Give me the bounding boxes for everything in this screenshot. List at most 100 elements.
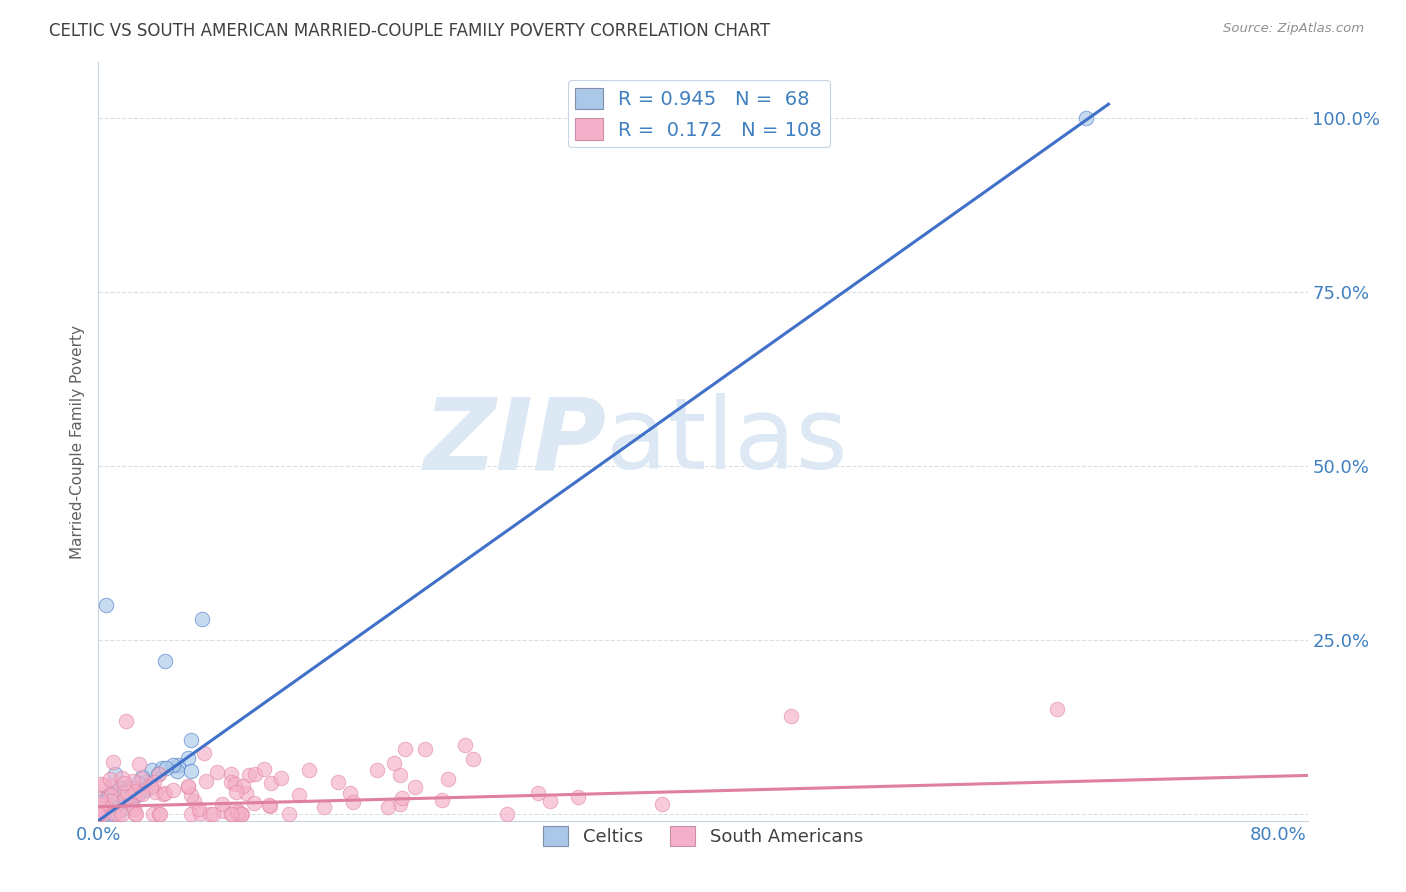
Point [118, 781, 141, 796]
Point [389, 768, 412, 782]
Point [121, 774, 143, 789]
Point [134, 783, 156, 797]
Point [180, 788, 202, 802]
Point [148, 767, 170, 781]
Point [107, 790, 129, 805]
Point [93, 793, 115, 807]
Point [366, 764, 388, 778]
Point [100, 794, 122, 808]
Point [142, 775, 165, 789]
Point [194, 774, 217, 789]
Point [91, 797, 114, 812]
Point [107, 806, 129, 821]
Point [166, 764, 188, 778]
Point [211, 797, 233, 811]
Point [139, 779, 162, 793]
Point [90, 802, 112, 816]
Point [112, 776, 135, 790]
Point [226, 805, 249, 819]
Point [103, 806, 125, 821]
Point [127, 788, 149, 802]
Point [188, 805, 211, 820]
Point [96, 804, 118, 818]
Point [117, 780, 139, 795]
Point [117, 785, 139, 799]
Point [101, 755, 124, 769]
Text: ZIP: ZIP [423, 393, 606, 490]
Point [253, 762, 276, 776]
Point [128, 756, 150, 771]
Point [201, 806, 224, 821]
Point [90, 776, 112, 790]
Point [108, 781, 131, 796]
Point [538, 794, 561, 808]
Point [454, 738, 477, 752]
Point [382, 756, 405, 771]
Point [377, 800, 399, 814]
Point [107, 796, 129, 810]
Point [180, 806, 202, 821]
Point [232, 779, 254, 793]
Point [152, 787, 174, 801]
Point [212, 804, 235, 818]
Point [260, 775, 283, 789]
Point [103, 786, 125, 800]
Point [124, 786, 146, 800]
Point [259, 799, 281, 814]
Point [153, 786, 176, 800]
Point [131, 770, 153, 784]
Point [100, 788, 122, 802]
Point [243, 796, 266, 810]
Text: CELTIC VS SOUTH AMERICAN MARRIED-COUPLE FAMILY POVERTY CORRELATION CHART: CELTIC VS SOUTH AMERICAN MARRIED-COUPLE … [49, 22, 770, 40]
Point [149, 806, 172, 821]
Point [93, 805, 115, 820]
Point [153, 654, 176, 668]
Point [180, 764, 202, 778]
Point [93, 806, 115, 821]
Point [394, 742, 416, 756]
Point [312, 799, 335, 814]
Point [257, 798, 280, 813]
Point [89, 806, 111, 821]
Point [177, 751, 200, 765]
Point [162, 782, 184, 797]
Point [231, 806, 253, 821]
Point [225, 785, 247, 799]
Point [93, 806, 115, 821]
Point [219, 806, 242, 821]
Point [148, 806, 170, 821]
Text: Source: ZipAtlas.com: Source: ZipAtlas.com [1223, 22, 1364, 36]
Point [326, 775, 349, 789]
Point [527, 786, 550, 800]
Point [97, 802, 120, 816]
Point [105, 791, 128, 805]
Point [145, 785, 167, 799]
Point [93, 805, 115, 820]
Point [91, 796, 114, 810]
Point [148, 767, 170, 781]
Point [567, 789, 589, 804]
Point [87, 806, 110, 821]
Point [437, 772, 460, 786]
Point [114, 714, 136, 728]
Point [89, 806, 111, 821]
Point [229, 806, 252, 821]
Point [89, 795, 111, 809]
Point [94, 810, 117, 824]
Point [131, 787, 153, 801]
Point [103, 767, 125, 781]
Point [87, 806, 110, 821]
Point [93, 806, 115, 821]
Point [122, 791, 145, 805]
Point [243, 766, 266, 780]
Point [89, 792, 111, 806]
Point [127, 776, 149, 790]
Point [111, 802, 134, 816]
Point [461, 752, 484, 766]
Point [183, 794, 205, 808]
Point [135, 775, 157, 789]
Point [225, 802, 247, 816]
Y-axis label: Married-Couple Family Poverty: Married-Couple Family Poverty [70, 325, 86, 558]
Point [221, 806, 243, 821]
Point [93, 803, 115, 817]
